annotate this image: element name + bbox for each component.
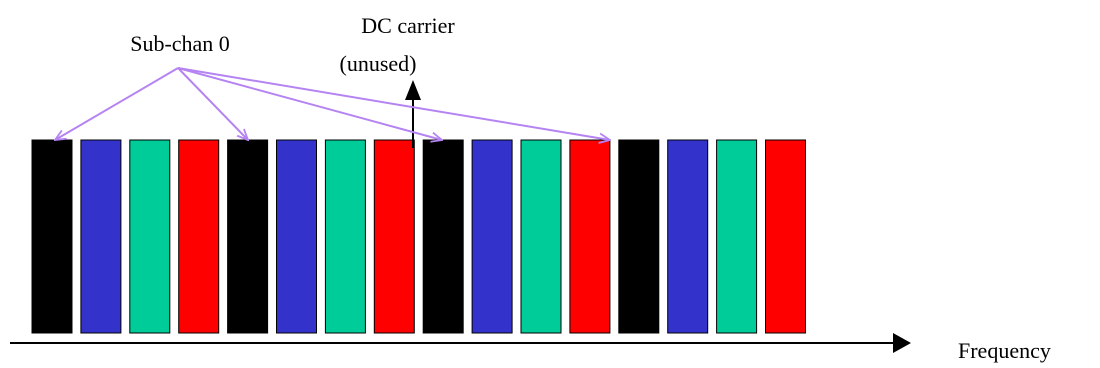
- subcarrier-bar: [129, 139, 171, 334]
- subcarrier-bar: [178, 139, 220, 334]
- axis-arrowhead: [893, 333, 911, 353]
- dc-carrier-label: DC carrier: [361, 13, 455, 38]
- dc-note: (unused): [340, 51, 417, 76]
- subcarrier-bar: [373, 139, 415, 334]
- sub-channel-label: Sub-chan 0: [130, 31, 230, 56]
- sub-channel-pointers: [55, 67, 610, 140]
- dc-arrowhead: [405, 80, 421, 100]
- pointer: [177, 67, 248, 140]
- subcarrier-bar: [716, 139, 758, 334]
- subcarrier-bar: [422, 139, 464, 334]
- subcarrier-bar: [324, 139, 366, 334]
- pointer: [55, 67, 179, 140]
- subcarrier-bar: [569, 139, 611, 334]
- axis-label: Frequency: [958, 338, 1051, 363]
- subcarrier-bar: [276, 139, 317, 334]
- subcarrier-bar: [80, 139, 122, 334]
- subcarrier-bar: [227, 139, 269, 334]
- subcarrier-bars: [31, 139, 806, 334]
- subcarrier-bar: [667, 139, 709, 334]
- subcarrier-bar: [765, 139, 806, 334]
- subcarrier-bar: [31, 139, 73, 334]
- subcarrier-bar: [471, 139, 513, 334]
- pointer: [177, 67, 442, 140]
- subcarrier-bar: [618, 139, 660, 334]
- pointer: [177, 67, 610, 140]
- subcarrier-bar: [520, 139, 562, 334]
